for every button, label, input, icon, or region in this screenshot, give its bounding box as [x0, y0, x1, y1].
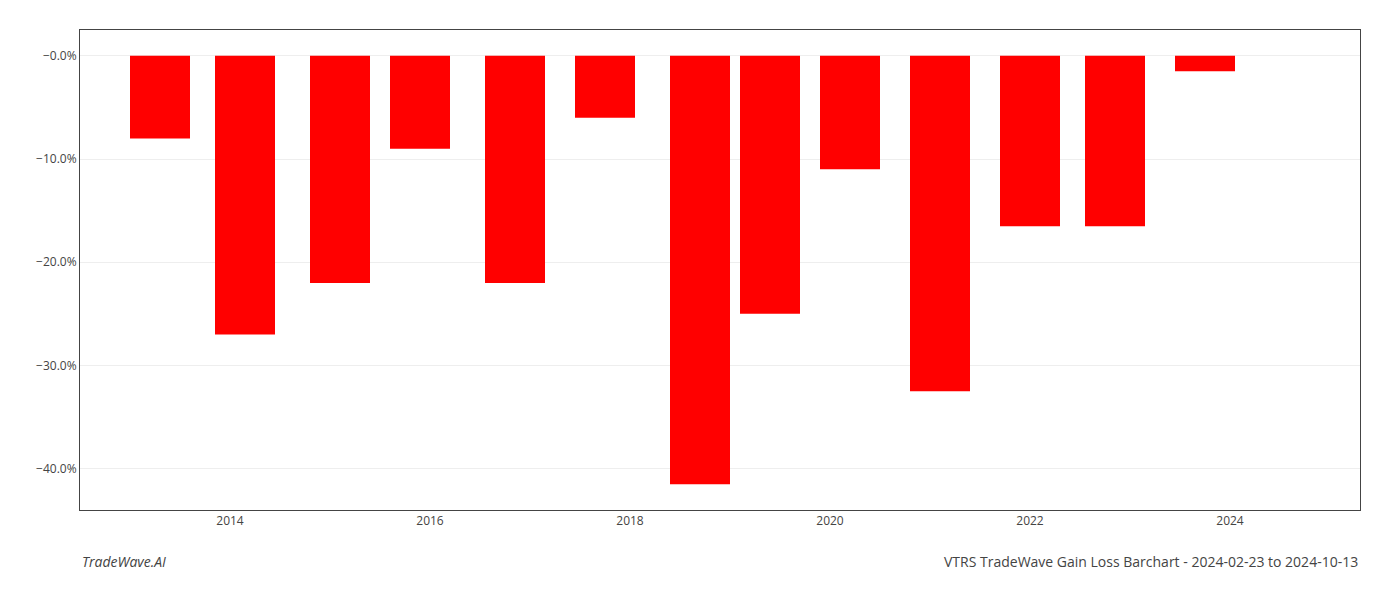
- svg-text:2024: 2024: [1216, 512, 1244, 529]
- svg-text:VTRS TradeWave Gain Loss Barch: VTRS TradeWave Gain Loss Barchart - 2024…: [944, 552, 1358, 571]
- svg-text:2018: 2018: [616, 512, 644, 529]
- svg-text:−30.0%: −30.0%: [36, 357, 77, 374]
- svg-text:−40.0%: −40.0%: [36, 460, 77, 477]
- svg-text:−20.0%: −20.0%: [36, 253, 77, 270]
- svg-text:TradeWave.AI: TradeWave.AI: [82, 552, 166, 571]
- svg-text:−0.0%: −0.0%: [43, 47, 77, 64]
- svg-text:2020: 2020: [816, 512, 844, 529]
- svg-text:2022: 2022: [1016, 512, 1044, 529]
- svg-text:2014: 2014: [216, 512, 244, 529]
- svg-text:−10.0%: −10.0%: [36, 150, 77, 167]
- svg-text:2016: 2016: [416, 512, 444, 529]
